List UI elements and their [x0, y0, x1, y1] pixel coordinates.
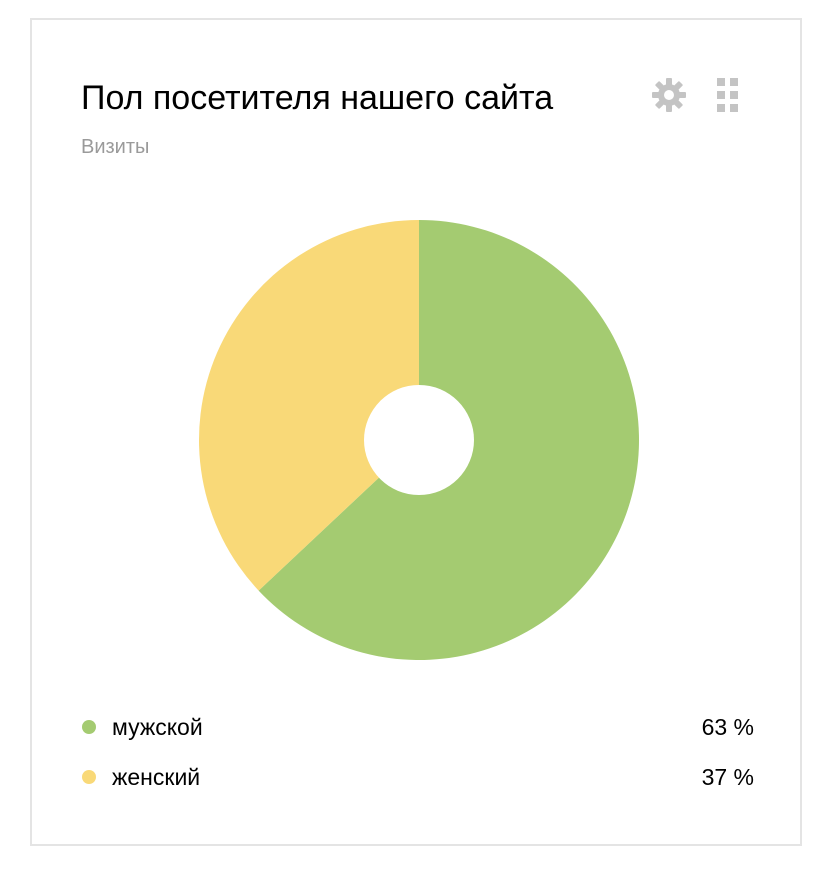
- widget-toolbar: [650, 76, 748, 114]
- legend-item[interactable]: мужской 63 %: [82, 702, 754, 752]
- widget-card: Пол посетителя нашего сайта Визиты: [30, 18, 802, 846]
- legend-value: 63 %: [701, 713, 754, 740]
- gear-icon: [652, 78, 686, 112]
- legend-label: женский: [112, 763, 201, 790]
- donut-hole: [364, 385, 474, 495]
- widget-title: Пол посетителя нашего сайта: [81, 79, 554, 117]
- legend-swatch: [82, 770, 96, 784]
- pie-chart: [199, 220, 639, 660]
- legend-swatch: [82, 720, 96, 734]
- drag-grid-icon: [717, 78, 738, 112]
- drag-handle-button[interactable]: [710, 76, 748, 114]
- pie-slice-2[interactable]: [199, 220, 419, 591]
- legend-label: мужской: [112, 713, 203, 740]
- settings-button[interactable]: [650, 76, 688, 114]
- legend-value: 37 %: [701, 763, 754, 790]
- legend-item[interactable]: женский 37 %: [82, 752, 754, 802]
- chart-legend: мужской 63 % женский 37 %: [82, 702, 754, 802]
- widget-subtitle: Визиты: [81, 136, 150, 158]
